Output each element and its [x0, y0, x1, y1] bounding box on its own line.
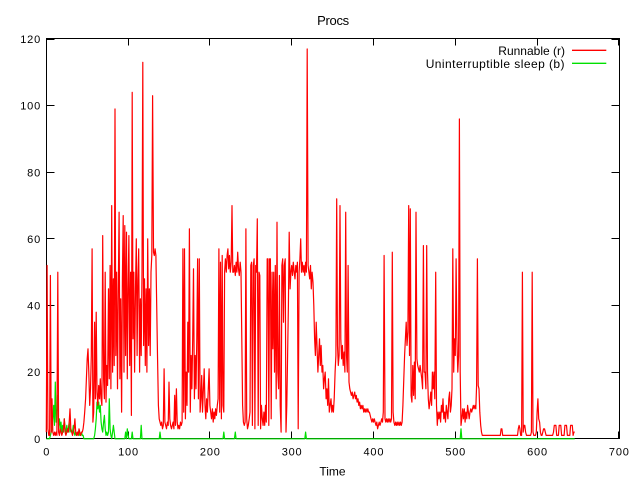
svg-text:100: 100	[20, 101, 41, 113]
svg-text:200: 200	[200, 447, 221, 459]
svg-text:40: 40	[27, 301, 41, 313]
svg-text:100: 100	[118, 447, 139, 459]
svg-text:0: 0	[43, 447, 50, 459]
svg-text:700: 700	[609, 447, 630, 459]
svg-text:0: 0	[34, 434, 41, 446]
svg-text:Uninterruptible sleep (b): Uninterruptible sleep (b)	[426, 57, 565, 71]
svg-text:20: 20	[27, 367, 41, 379]
svg-text:80: 80	[27, 167, 41, 179]
svg-text:60: 60	[27, 234, 41, 246]
svg-text:500: 500	[445, 447, 466, 459]
svg-text:300: 300	[282, 447, 303, 459]
svg-text:Runnable (r): Runnable (r)	[498, 44, 565, 58]
svg-text:120: 120	[20, 34, 41, 46]
svg-text:Time: Time	[319, 465, 346, 479]
svg-text:600: 600	[527, 447, 548, 459]
svg-text:Procs: Procs	[317, 13, 350, 28]
svg-text:400: 400	[364, 447, 385, 459]
